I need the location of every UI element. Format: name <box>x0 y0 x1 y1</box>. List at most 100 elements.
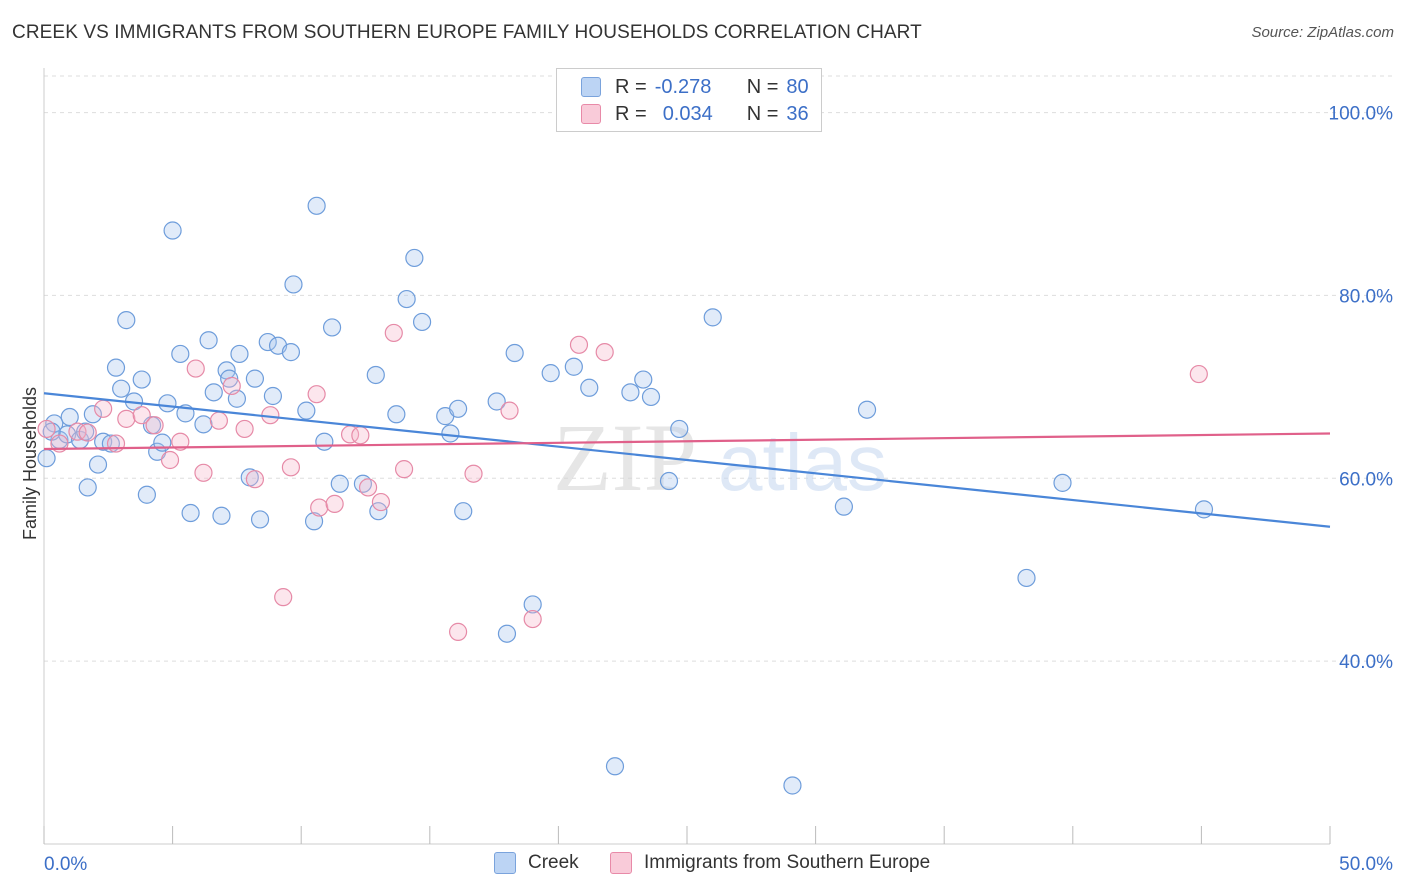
creek-point-4 <box>60 407 79 427</box>
creek-point-57 <box>448 399 468 418</box>
immigrants-point-18 <box>274 588 293 607</box>
immigrants-point-9 <box>160 450 180 470</box>
immigrants-point-31 <box>500 401 519 420</box>
creek-point-29 <box>212 506 231 525</box>
immigrants-point-8 <box>145 416 164 435</box>
x-tick-label-1: 50.0% <box>1339 854 1393 875</box>
series-legend: Creek Immigrants from Southern Europe <box>0 852 1406 878</box>
creek-point-37 <box>258 332 277 352</box>
creek-point-69 <box>641 387 661 407</box>
legend-row-immigrants: R = 0.034 N = 36 <box>581 102 809 126</box>
immigrants-point-4 <box>94 399 113 418</box>
creek-point-38 <box>263 386 283 406</box>
creek-point-56 <box>441 424 460 443</box>
immigrants-n-label: N = <box>746 102 779 125</box>
creek-point-76 <box>1017 568 1036 588</box>
creek-point-23 <box>171 344 190 364</box>
creek-point-74 <box>834 497 853 516</box>
creek-point-41 <box>284 275 303 294</box>
creek-point-14 <box>117 311 136 330</box>
creek-trend-line <box>43 392 1331 528</box>
immigrants-point-15 <box>235 419 254 439</box>
y-tick-label-0: 40.0% <box>1339 652 1393 673</box>
immigrants-point-32 <box>523 609 542 629</box>
watermark-zip: ZIP <box>553 404 697 511</box>
immigrants-point-0 <box>37 419 56 439</box>
creek-point-22 <box>163 221 182 240</box>
immigrants-swatch <box>581 104 601 124</box>
immigrants-r-value: 0.034 <box>662 102 713 125</box>
x-tick-label-0: 0.0% <box>44 854 87 875</box>
creek-point-51 <box>387 405 406 424</box>
creek-point-73 <box>783 776 802 795</box>
immigrants-point-28 <box>394 460 414 479</box>
creek-point-13 <box>112 379 131 398</box>
immigrants-point-19 <box>281 458 301 477</box>
immigrants-point-35 <box>1189 364 1208 384</box>
legend-immigrants-label: Immigrants from Southern Europe <box>644 852 931 873</box>
immigrants-point-24 <box>351 426 370 445</box>
legend-item-creek: Creek <box>494 852 579 874</box>
immigrants-point-3 <box>78 423 97 442</box>
chart-title: CREEK VS IMMIGRANTS FROM SOUTHERN EUROPE… <box>12 22 922 43</box>
creek-point-42 <box>297 401 316 420</box>
immigrants-point-14 <box>222 376 241 396</box>
creek-point-35 <box>245 369 265 388</box>
immigrants-n-value: 36 <box>786 102 809 125</box>
immigrants-trend-line <box>43 432 1331 451</box>
y-tick-label-1: 60.0% <box>1339 469 1393 490</box>
data-points <box>37 196 1214 795</box>
immigrants-point-20 <box>307 385 326 404</box>
creek-point-46 <box>322 318 342 337</box>
immigrants-point-11 <box>186 359 205 378</box>
creek-point-58 <box>454 502 473 521</box>
creek-point-70 <box>659 471 679 491</box>
immigrants-point-7 <box>132 406 151 425</box>
watermark-atlas: atlas <box>718 418 887 507</box>
y-axis-label: Family Households <box>20 386 40 540</box>
creek-point-75 <box>857 400 877 419</box>
creek-n-value: 80 <box>786 75 809 98</box>
immigrants-point-26 <box>371 492 391 512</box>
creek-point-72 <box>703 308 722 327</box>
immigrants-point-6 <box>117 409 136 428</box>
creek-point-26 <box>194 415 213 434</box>
tick-labels: 40.0% 60.0% 80.0% 100.0% 0.0% 50.0% <box>44 104 1393 875</box>
creek-point-33 <box>230 344 249 364</box>
creek-swatch <box>581 77 601 97</box>
creek-r-label: R = <box>615 75 647 98</box>
creek-point-67 <box>621 383 640 402</box>
trend-lines <box>43 392 1331 528</box>
y-tick-label-2: 80.0% <box>1339 286 1393 307</box>
creek-point-16 <box>132 370 151 389</box>
immigrants-r-label: R = <box>615 102 647 125</box>
creek-point-17 <box>137 485 156 504</box>
creek-point-61 <box>505 343 524 363</box>
legend-creek-label: Creek <box>528 852 579 873</box>
immigrants-point-10 <box>171 432 190 451</box>
creek-point-36 <box>250 510 270 529</box>
creek-n-label: N = <box>746 75 779 98</box>
creek-point-62 <box>523 595 542 614</box>
creek-point-8 <box>83 405 102 424</box>
creek-point-27 <box>199 331 218 350</box>
immigrants-point-21 <box>310 498 329 517</box>
grid-lines <box>44 75 1394 662</box>
immigrants-point-12 <box>194 463 213 482</box>
creek-point-12 <box>106 358 126 377</box>
immigrants-point-30 <box>464 464 483 483</box>
creek-point-31 <box>220 369 239 388</box>
creek-point-52 <box>397 289 416 309</box>
y-tick-label-3: 100.0% <box>1329 104 1394 125</box>
creek-point-40 <box>281 343 301 362</box>
legend-creek-swatch <box>494 852 516 874</box>
creek-point-49 <box>366 365 385 385</box>
immigrants-point-13 <box>209 411 228 430</box>
immigrants-point-16 <box>245 470 265 489</box>
creek-point-9 <box>88 455 108 474</box>
axes <box>43 68 1331 845</box>
creek-point-71 <box>670 419 689 439</box>
creek-r-value: -0.278 <box>654 75 712 98</box>
creek-point-63 <box>541 364 560 383</box>
creek-point-68 <box>634 370 653 389</box>
